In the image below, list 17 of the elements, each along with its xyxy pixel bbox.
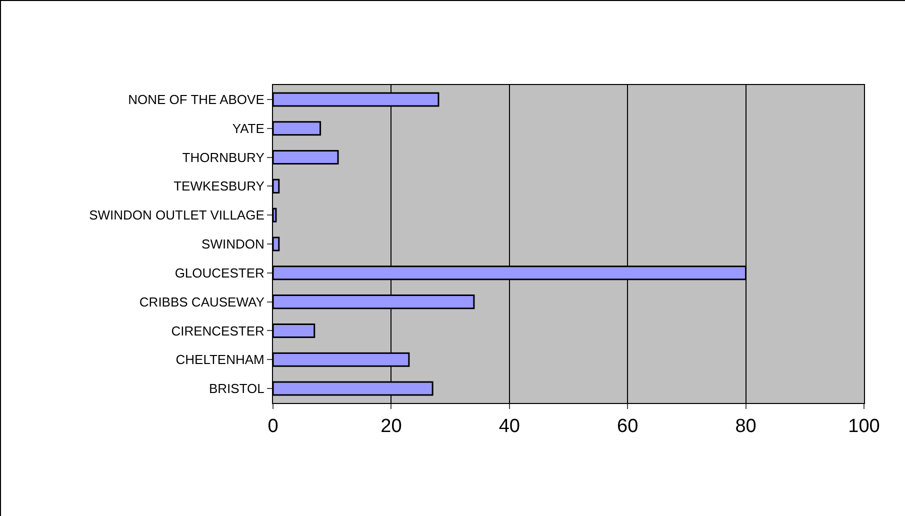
y-tick-label: CRIBBS CAUSEWAY (139, 294, 265, 310)
y-tick-label: SWINDON (202, 236, 264, 252)
y-tick-label: THORNBURY (182, 150, 265, 165)
x-tick-label: 20 (380, 416, 402, 437)
y-tick-label: CIRENCESTER (171, 323, 264, 338)
y-tick-label: NONE OF THE ABOVE (128, 92, 265, 107)
x-tick-label: 60 (617, 416, 638, 437)
x-tick-label: 80 (735, 416, 756, 437)
x-tick-label: 0 (268, 416, 278, 437)
x-tick-label: 100 (848, 416, 880, 437)
y-tick-label: TEWKESBURY (174, 178, 265, 194)
y-tick-label: YATE (232, 120, 265, 136)
x-tick-label: 40 (498, 416, 520, 437)
y-tick-label: CHELTENHAM (176, 352, 264, 368)
y-tick-label: GLOUCESTER (174, 265, 264, 280)
y-tick-label: SWINDON OUTLET VILLAGE (89, 208, 265, 223)
y-tick-label: BRISTOL (209, 381, 264, 396)
